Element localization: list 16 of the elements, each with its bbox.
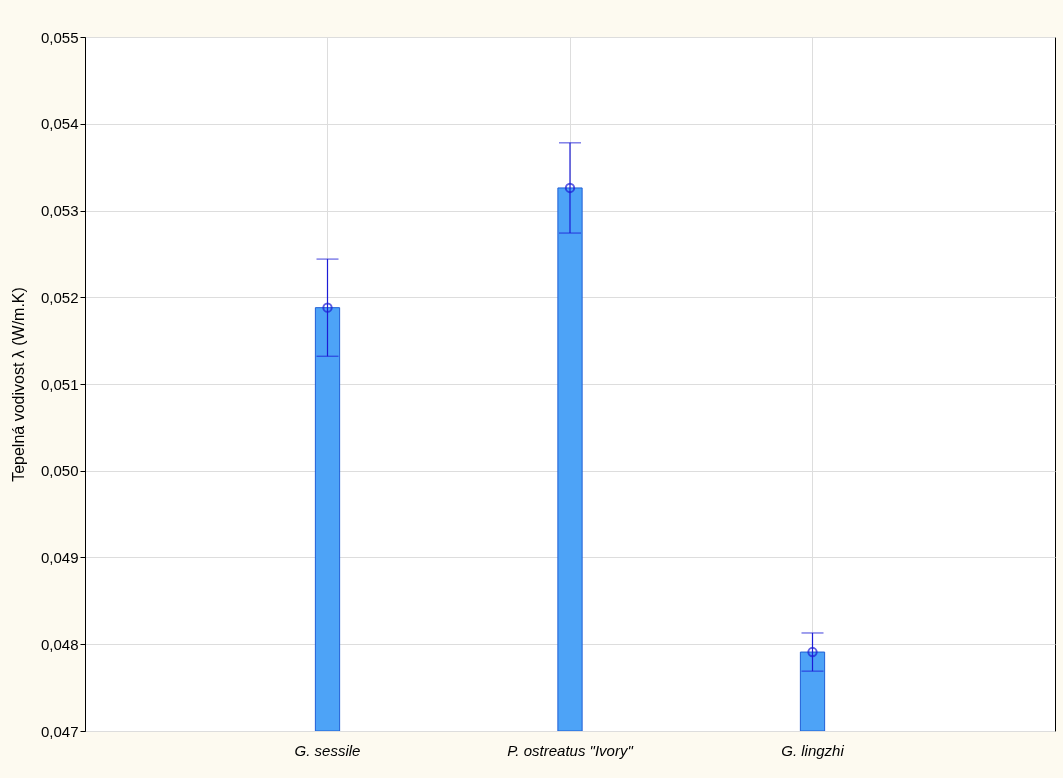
point: [564, 182, 576, 194]
y-tick-label: 0,051: [40, 375, 79, 393]
y-tick-label: 0,055: [40, 28, 79, 46]
point: [807, 646, 818, 658]
x-tick-label: G. lingzhi: [781, 741, 845, 759]
y-tick-label: 0,054: [40, 115, 79, 133]
y-tick-label: 0,047: [40, 722, 79, 740]
y-tick-label: 0,049: [40, 549, 79, 566]
y-tick-label: 0,048: [40, 635, 79, 653]
y-tick-label: 0,050: [40, 462, 79, 480]
x-tick-label: G. sessile: [294, 741, 361, 759]
x-tick-label: P. ostreatus "Ivory": [507, 741, 634, 759]
point: [322, 302, 333, 313]
y-tick-label: 0,053: [40, 202, 79, 219]
y-tick-label: 0,052: [40, 288, 79, 306]
y-axis-title: Tepelná vodivost λ (W/m.K): [9, 287, 27, 482]
